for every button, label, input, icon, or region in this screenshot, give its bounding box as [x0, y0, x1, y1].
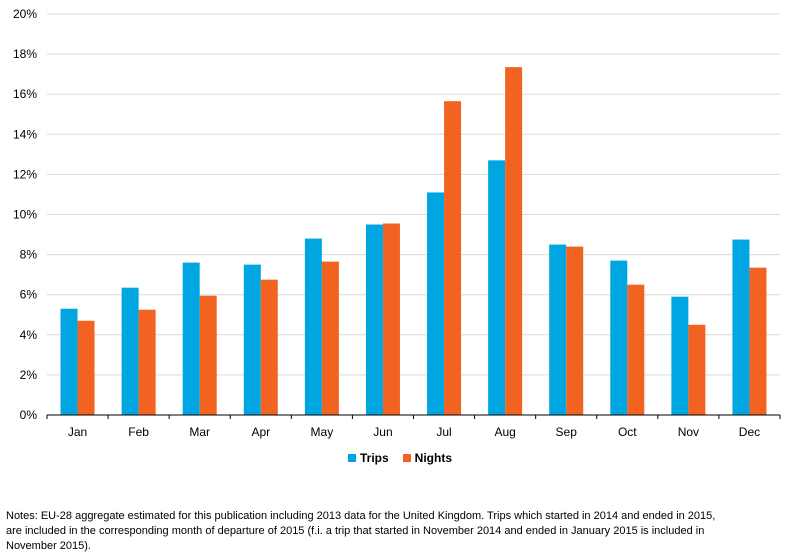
- bar-trips: [610, 260, 628, 415]
- x-axis-tick-labels: Jan Feb Mar Apr May Jun Jul Aug Sep Oct Nov Dec: [68, 425, 760, 439]
- y-tick-label: 8%: [20, 248, 38, 262]
- y-axis-tick-labels: 0% 2% 4% 6% 8% 10% 12% 14% 16% 18% 20%: [13, 7, 37, 422]
- y-tick-label: 20%: [13, 7, 37, 21]
- bar-nights: [260, 279, 278, 415]
- x-axis: [46, 414, 781, 419]
- y-tick-label: 4%: [20, 328, 38, 342]
- y-tick-label: 18%: [13, 47, 37, 61]
- x-tick-label: May: [311, 425, 334, 439]
- x-tick-label: Sep: [556, 425, 578, 439]
- y-tick-label: 14%: [13, 127, 37, 141]
- y-tick-label: 6%: [20, 288, 38, 302]
- bar-trips: [549, 244, 567, 415]
- x-tick-label: Jun: [373, 425, 392, 439]
- y-tick-label: 12%: [13, 167, 37, 181]
- bar-trips: [182, 262, 200, 415]
- legend-swatch-trips: [347, 454, 356, 462]
- y-tick-label: 0%: [20, 408, 38, 422]
- bar-trips: [304, 238, 322, 415]
- gridlines: [47, 13, 780, 376]
- x-tick-label: Jan: [68, 425, 87, 439]
- bar-trips: [365, 224, 383, 415]
- bar-trips: [671, 296, 689, 415]
- bar-trips: [732, 239, 750, 415]
- y-tick-label: 16%: [13, 87, 37, 101]
- x-tick-label: Apr: [251, 425, 270, 439]
- legend-swatch-nights: [402, 454, 411, 462]
- bar-nights: [382, 223, 400, 415]
- bar-trips: [488, 160, 506, 415]
- legend-item-trips: Trips: [347, 451, 389, 465]
- legend: Trips Nights: [0, 451, 800, 465]
- y-tick-label: 10%: [13, 208, 37, 222]
- bar-nights: [627, 284, 645, 415]
- x-tick-label: Dec: [739, 425, 760, 439]
- bar-trips: [121, 287, 139, 415]
- bar-trips: [60, 308, 78, 415]
- notes-text: Notes: EU-28 aggregate estimated for thi…: [6, 510, 716, 552]
- x-tick-label: Feb: [128, 425, 149, 439]
- bar-nights: [444, 101, 462, 415]
- bar-nights: [505, 67, 523, 415]
- bar-nights: [77, 320, 95, 415]
- bar-nights: [749, 267, 767, 415]
- x-tick-label: Oct: [618, 425, 637, 439]
- legend-label-trips: Trips: [359, 451, 389, 465]
- bars: [60, 67, 767, 415]
- x-tick-label: Nov: [678, 425, 699, 439]
- bar-nights: [199, 295, 217, 415]
- x-tick-label: Aug: [494, 425, 515, 439]
- legend-item-nights: Nights: [402, 451, 453, 465]
- bar-trips: [427, 192, 445, 415]
- bar-chart: 0% 2% 4% 6% 8% 10% 12% 14% 16% 18% 20% Jan Feb Mar Ap…: [13, 7, 781, 439]
- legend-label-nights: Nights: [414, 451, 453, 465]
- bar-nights: [566, 246, 584, 415]
- bar-nights: [688, 324, 706, 415]
- bar-nights: [138, 309, 156, 415]
- x-tick-label: Jul: [436, 425, 451, 439]
- y-tick-label: 2%: [20, 368, 38, 382]
- bar-trips: [243, 264, 261, 415]
- bar-nights: [321, 261, 339, 415]
- x-tick-label: Mar: [189, 425, 210, 439]
